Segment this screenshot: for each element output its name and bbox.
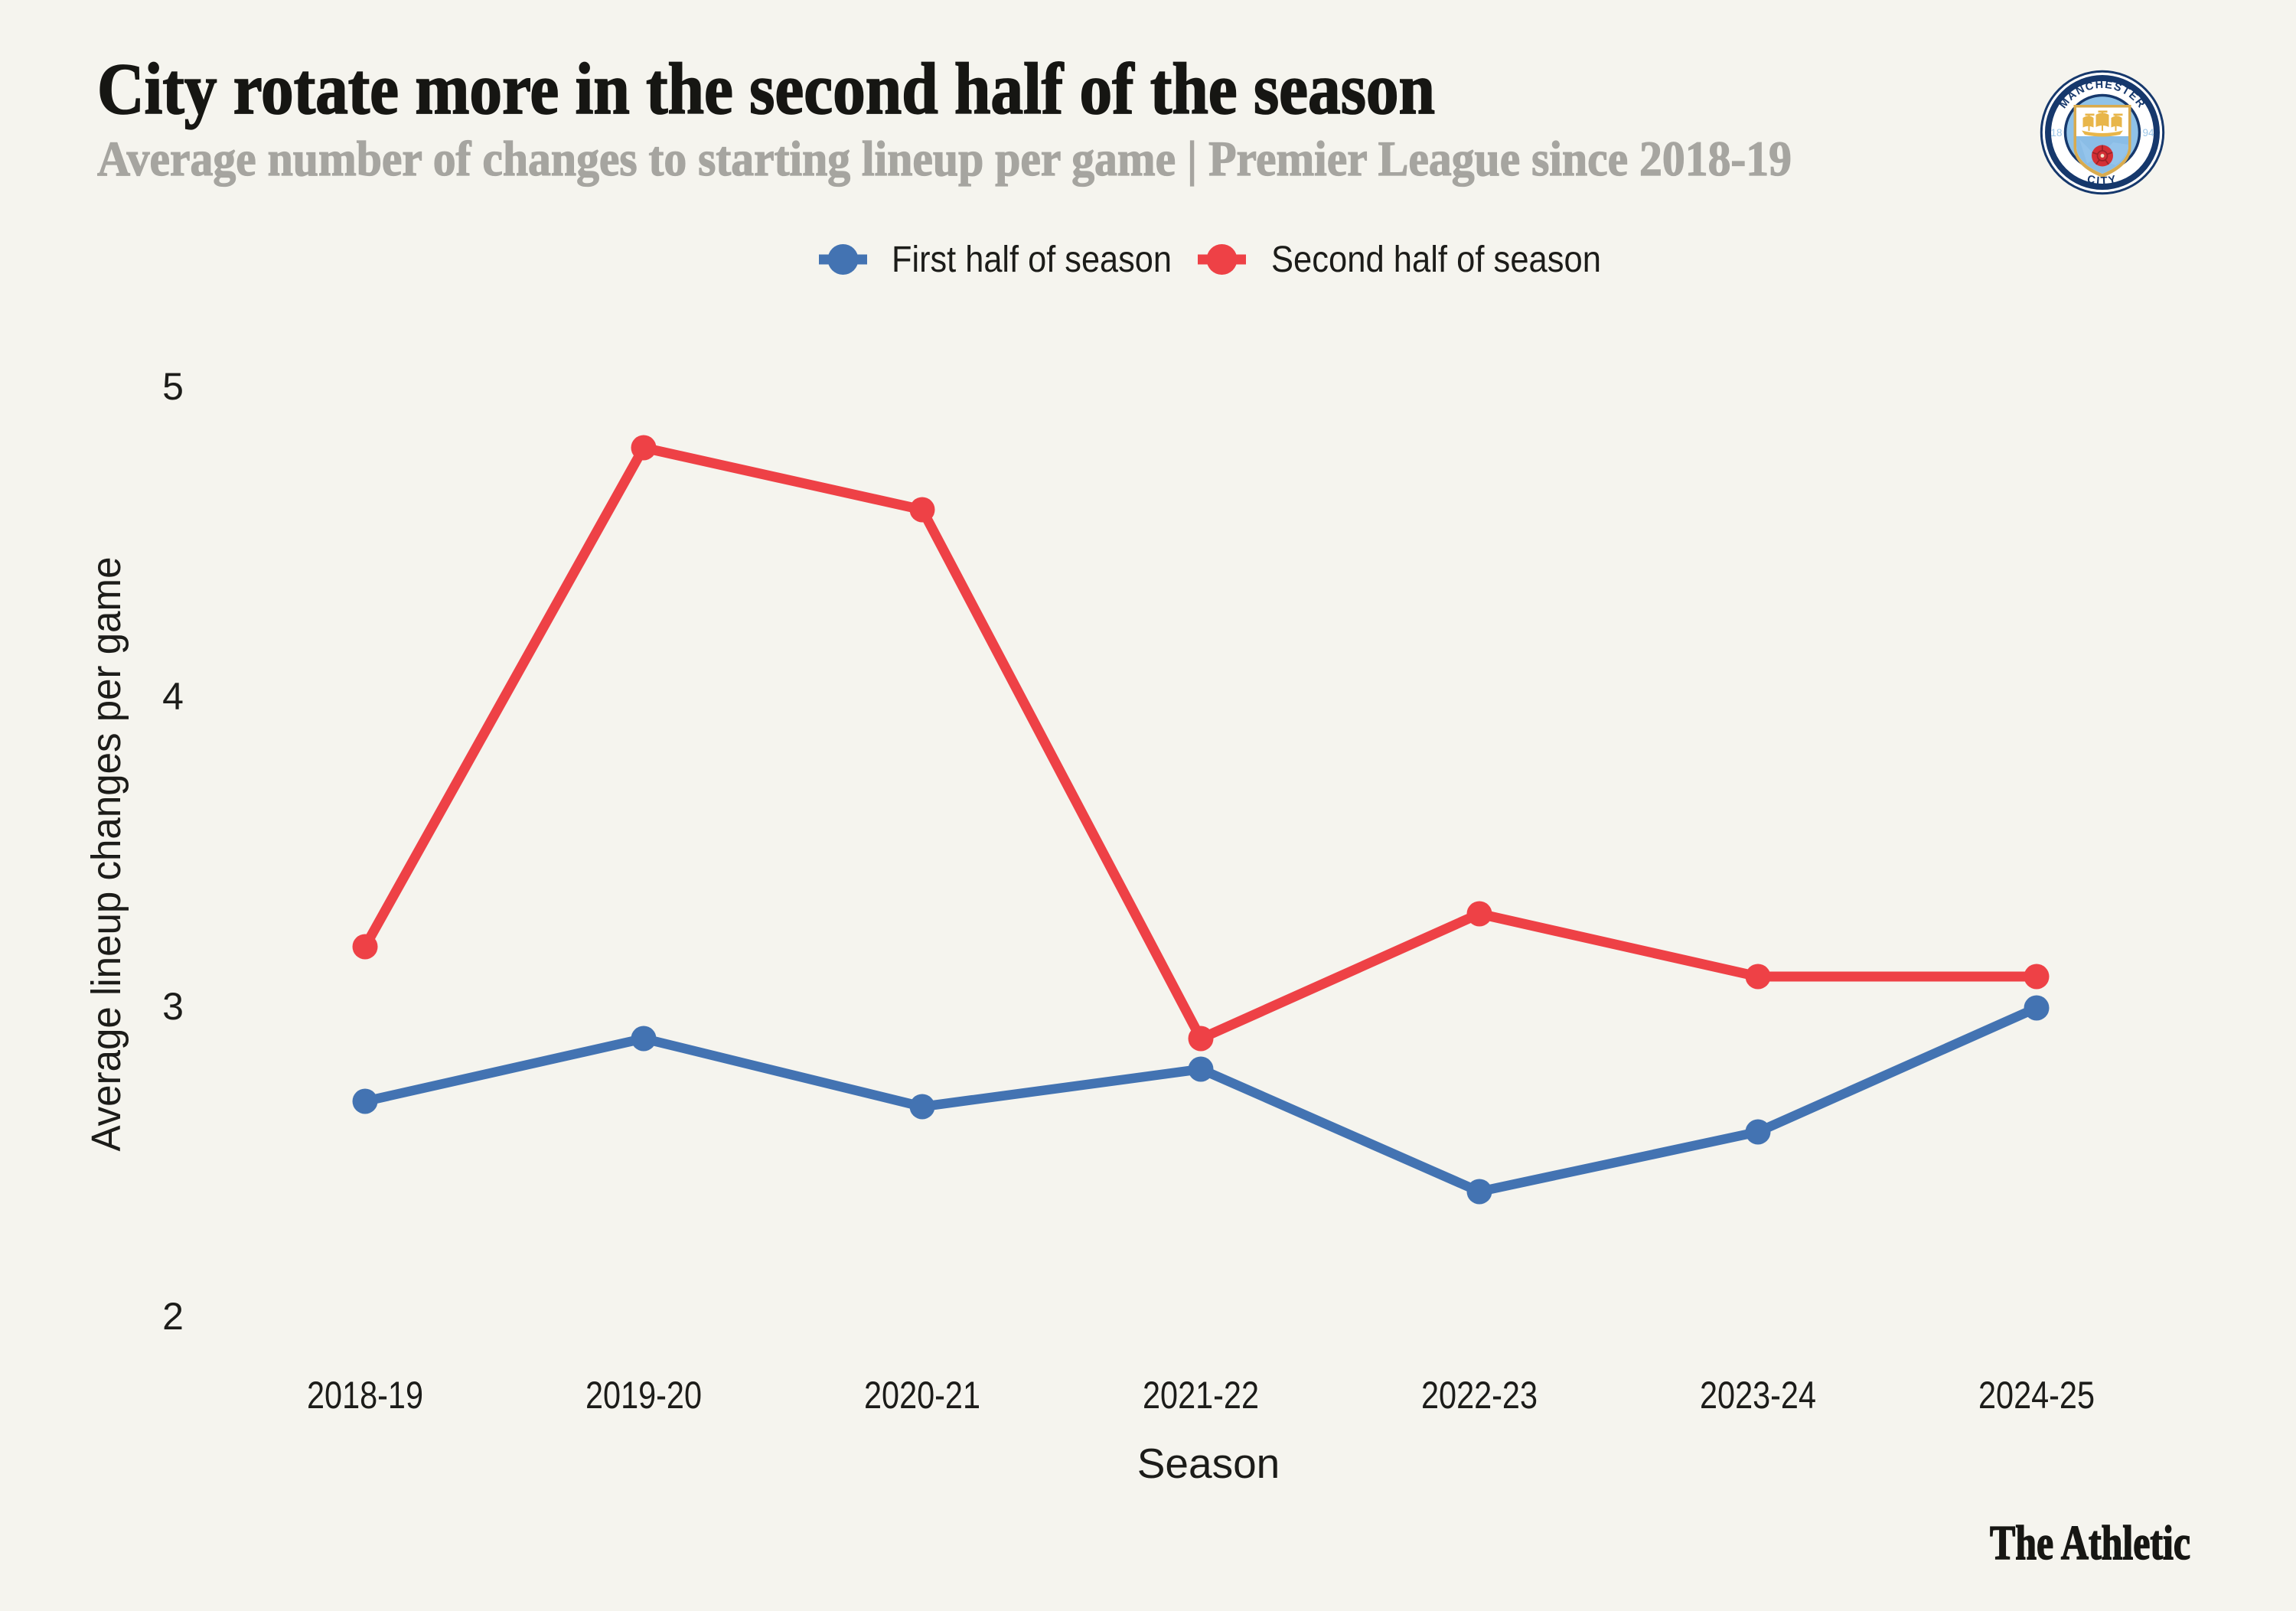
- svg-text:2023-24: 2023-24: [1700, 1374, 1816, 1417]
- svg-text:2020-21: 2020-21: [864, 1374, 980, 1417]
- svg-text:The Athletic: The Athletic: [1990, 1515, 2190, 1570]
- svg-text:2022-23: 2022-23: [1421, 1374, 1538, 1417]
- svg-text:Average lineup changes per gam: Average lineup changes per game: [83, 557, 129, 1152]
- svg-text:CITY: CITY: [2086, 173, 2119, 188]
- svg-text:Average number of changes to s: Average number of changes to starting li…: [97, 132, 1792, 187]
- svg-text:City rotate more in the second: City rotate more in the second half of t…: [97, 48, 1435, 129]
- svg-text:94: 94: [2142, 127, 2154, 139]
- svg-text:First half of season: First half of season: [892, 240, 1172, 280]
- svg-text:2018-19: 2018-19: [307, 1374, 423, 1417]
- svg-text:2024-25: 2024-25: [1978, 1374, 2095, 1417]
- svg-text:Season: Season: [1137, 1440, 1280, 1487]
- svg-text:5: 5: [162, 365, 184, 408]
- svg-text:Second half of season: Second half of season: [1271, 240, 1601, 280]
- svg-text:2019-20: 2019-20: [585, 1374, 702, 1417]
- svg-text:18: 18: [2050, 127, 2062, 139]
- svg-text:4: 4: [162, 675, 184, 718]
- svg-text:2021-22: 2021-22: [1143, 1374, 1259, 1417]
- svg-text:2: 2: [162, 1295, 184, 1338]
- svg-text:3: 3: [162, 985, 184, 1028]
